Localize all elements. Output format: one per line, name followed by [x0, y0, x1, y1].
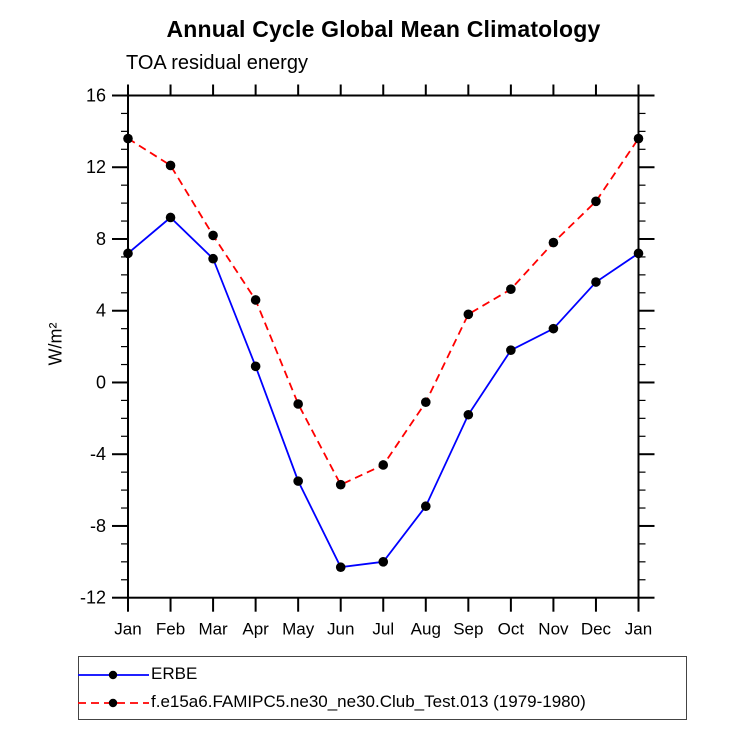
data-point-marker — [633, 133, 644, 144]
data-point-marker — [165, 160, 176, 171]
data-point-marker — [208, 230, 218, 241]
data-point-marker — [123, 248, 133, 259]
data-point-marker — [420, 501, 431, 512]
data-point-marker — [591, 277, 601, 287]
x-axis-tick-label: Aug — [411, 620, 441, 639]
x-axis-tick-label: Jul — [372, 620, 394, 639]
x-axis-tick-label: Nov — [538, 620, 569, 639]
data-point-marker — [208, 253, 218, 264]
x-axis-tick-label: Feb — [156, 620, 185, 639]
legend-line-sample-model — [78, 698, 149, 708]
data-point-marker — [123, 133, 133, 144]
legend: ERBE f.e15a6.FAMIPC5.ne30_ne30.Club_Test… — [78, 656, 687, 720]
y-axis-tick-label: 0 — [96, 372, 106, 392]
data-point-marker — [378, 460, 389, 470]
series-line-0 — [127, 216, 640, 569]
y-axis-tick-label: -8 — [90, 516, 106, 536]
data-point-marker — [633, 248, 644, 259]
x-axis-tick-label: Jan — [114, 620, 141, 639]
x-axis-tick-label: Apr — [242, 620, 269, 639]
legend-marker-icon — [108, 670, 118, 680]
y-axis-tick-label: 8 — [96, 229, 106, 249]
data-point-marker — [463, 309, 474, 320]
data-point-marker — [463, 409, 474, 420]
data-point-marker — [250, 361, 261, 372]
data-point-marker — [506, 345, 516, 355]
legend-label-model: f.e15a6.FAMIPC5.ne30_ne30.Club_Test.013 … — [151, 692, 586, 711]
x-axis-tick-label: Sep — [453, 620, 483, 639]
data-point-marker — [548, 323, 559, 334]
plot-border — [127, 94, 640, 599]
data-point-marker — [378, 557, 389, 567]
y-axis-tick-label: -12 — [80, 588, 106, 608]
x-axis-tick-label: Dec — [581, 620, 612, 639]
data-point-marker — [420, 397, 431, 408]
x-axis-tick-label: May — [282, 620, 315, 639]
data-point-marker — [293, 399, 303, 409]
x-axis-tick-label: Mar — [198, 620, 228, 639]
data-point-marker — [506, 284, 516, 295]
x-axis-tick-label: Jan — [625, 620, 652, 639]
data-point-marker — [548, 237, 559, 248]
y-axis-tick-label: -4 — [90, 444, 106, 464]
legend-label-erbe: ERBE — [151, 664, 198, 683]
series-line-1 — [127, 137, 640, 486]
chart-subtitle: TOA residual energy — [126, 52, 308, 74]
x-axis-tick-label: Oct — [498, 620, 525, 639]
data-point-marker — [591, 196, 601, 207]
data-point-marker — [165, 212, 176, 223]
data-point-marker — [293, 476, 303, 486]
y-axis-tick-label: 4 — [96, 301, 106, 321]
chart-title: Annual Cycle Global Mean Climatology — [166, 16, 601, 42]
y-axis-tick-label: 12 — [86, 157, 106, 177]
y-axis-tick-label: 16 — [86, 86, 106, 106]
x-axis-tick-label: Jun — [327, 620, 354, 639]
data-point-marker — [335, 562, 346, 573]
data-point-marker — [335, 479, 346, 490]
data-point-marker — [250, 295, 261, 305]
legend-line-sample-erbe — [78, 670, 149, 680]
legend-marker-icon — [108, 698, 118, 708]
